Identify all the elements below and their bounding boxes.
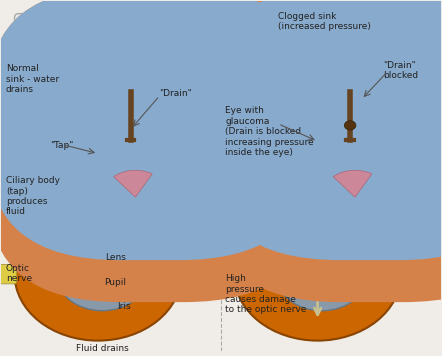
Circle shape: [234, 208, 401, 341]
Circle shape: [78, 54, 91, 64]
FancyBboxPatch shape: [209, 0, 442, 260]
Circle shape: [56, 237, 148, 311]
FancyBboxPatch shape: [43, 35, 126, 77]
Text: Lens: Lens: [105, 253, 126, 262]
FancyBboxPatch shape: [243, 14, 375, 90]
Circle shape: [276, 237, 368, 311]
Wedge shape: [114, 170, 152, 197]
FancyBboxPatch shape: [307, 92, 403, 197]
FancyBboxPatch shape: [0, 0, 311, 260]
Text: Eye with
glaucoma
(Drain is blocked
increasing pressure
inside the eye): Eye with glaucoma (Drain is blocked incr…: [225, 106, 314, 157]
Circle shape: [312, 266, 332, 282]
Text: Optic
nerve: Optic nerve: [6, 264, 32, 283]
Ellipse shape: [307, 256, 336, 292]
Text: "Drain": "Drain": [160, 89, 192, 98]
Text: "Drain"
blocked: "Drain" blocked: [384, 61, 419, 80]
Circle shape: [15, 208, 182, 341]
FancyBboxPatch shape: [87, 92, 184, 197]
Wedge shape: [333, 170, 372, 197]
Circle shape: [92, 266, 112, 282]
FancyBboxPatch shape: [0, 0, 316, 302]
Text: Ciliary body
(tap)
produces
fluid: Ciliary body (tap) produces fluid: [6, 176, 60, 216]
Text: "Tap": "Tap": [50, 141, 73, 150]
FancyBboxPatch shape: [209, 0, 442, 302]
Ellipse shape: [88, 256, 117, 292]
FancyBboxPatch shape: [0, 265, 17, 284]
Text: Iris: Iris: [118, 302, 131, 311]
FancyBboxPatch shape: [15, 14, 155, 90]
Circle shape: [303, 54, 315, 64]
Text: Fluid drains: Fluid drains: [76, 344, 129, 353]
FancyBboxPatch shape: [220, 265, 236, 284]
Text: High
pressure
causes damage
to the optic nerve: High pressure causes damage to the optic…: [225, 274, 307, 314]
Text: Pupil: Pupil: [105, 278, 126, 287]
Text: Normal
sink - water
drains: Normal sink - water drains: [6, 64, 59, 94]
Text: Clogged sink
(increased pressure): Clogged sink (increased pressure): [278, 12, 371, 31]
Circle shape: [344, 121, 356, 130]
FancyBboxPatch shape: [270, 35, 348, 77]
